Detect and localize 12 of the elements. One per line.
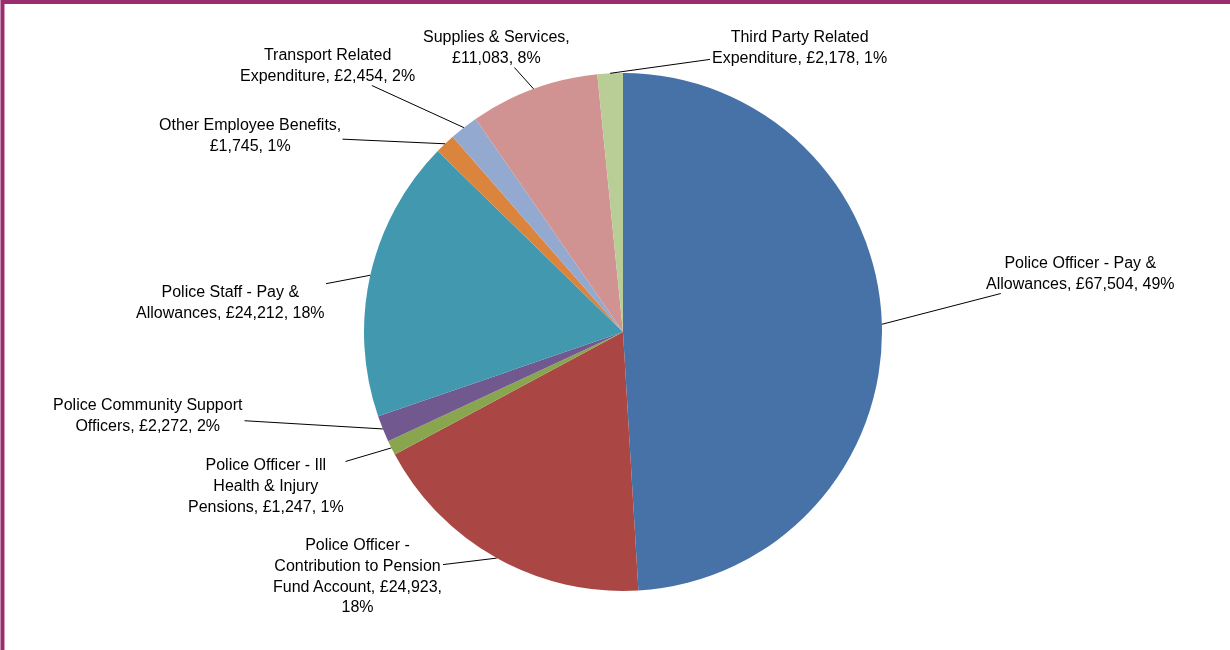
slice-label: Police Staff - Pay & Allowances, £24,212, 18% <box>136 283 325 321</box>
slice-label: Police Officer - Pay & Allowances, £67,504, 49% <box>986 254 1175 292</box>
slice-label: Supplies & Services, £11,083, 8% <box>423 28 570 66</box>
pie-slice <box>475 74 623 332</box>
slice-label: Third Party Related Expenditure, £2,178, 1% <box>712 28 888 66</box>
pie-slice <box>623 73 882 591</box>
pie-slice <box>364 151 623 417</box>
slice-label: Police Community Support Officers, £2,272, 2% <box>53 396 243 434</box>
slice-label: Other Employee Benefits, £1,745, 1% <box>159 116 342 154</box>
slice-label: Police Officer - Ill Health & Injury Pensions, £1,247, 1% <box>188 456 344 515</box>
slice-label: Police Officer - Contribution to Pension Fund Account, £24,923, 18% <box>273 536 443 616</box>
slice-label: Transport Related Expenditure, £2,454, 2% <box>240 46 416 84</box>
